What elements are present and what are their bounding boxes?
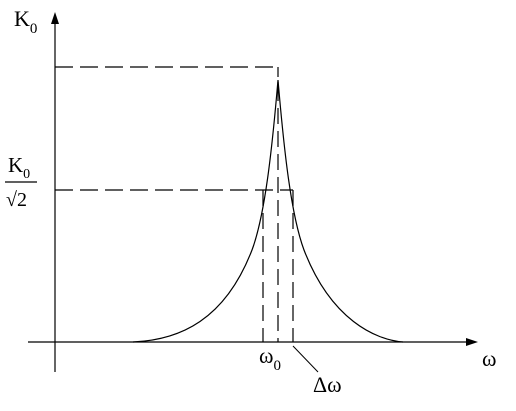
center-frequency-label: ω0 [259,343,281,374]
bandwidth-leader-line [292,345,319,373]
y-axis-label: K0 [14,6,37,37]
half-power-label-numerator: K0 [8,153,30,182]
half-power-label-denominator: √2 [6,189,27,211]
x-axis-arrowhead [466,338,478,346]
bandwidth-label: Δω [313,372,342,397]
y-axis-arrowhead [51,12,59,24]
resonance-curve [132,79,404,343]
x-axis-label: ω [482,346,496,371]
